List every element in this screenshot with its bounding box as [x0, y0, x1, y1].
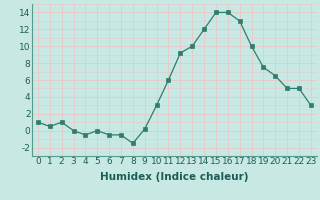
X-axis label: Humidex (Indice chaleur): Humidex (Indice chaleur) [100, 172, 249, 182]
